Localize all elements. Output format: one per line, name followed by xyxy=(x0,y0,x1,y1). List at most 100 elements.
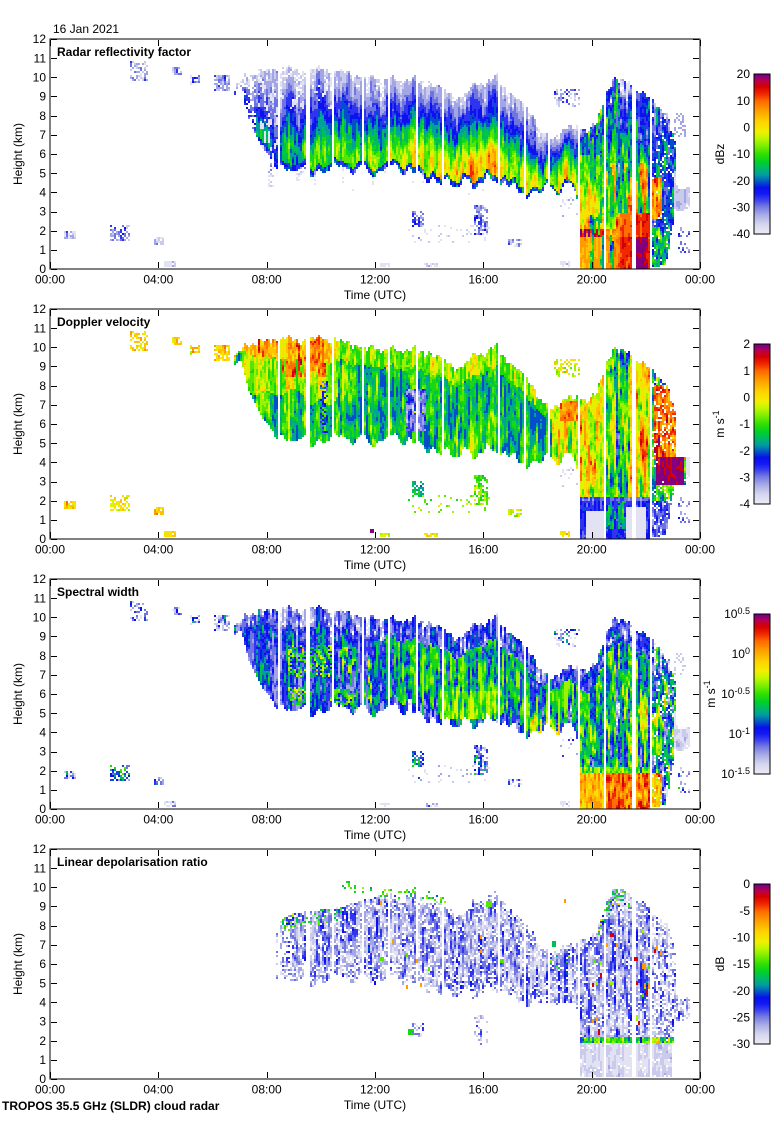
svg-text:4: 4 xyxy=(39,456,46,470)
svg-text:10: 10 xyxy=(33,71,47,85)
svg-text:Height (km): Height (km) xyxy=(11,393,25,455)
svg-text:7: 7 xyxy=(39,938,46,952)
svg-text:9: 9 xyxy=(39,900,46,914)
svg-text:9: 9 xyxy=(39,360,46,374)
svg-text:00:00: 00:00 xyxy=(35,813,65,827)
svg-text:9: 9 xyxy=(39,630,46,644)
svg-text:04:00: 04:00 xyxy=(143,543,173,557)
svg-text:-4: -4 xyxy=(739,497,750,511)
svg-text:3: 3 xyxy=(39,745,46,759)
svg-text:7: 7 xyxy=(39,128,46,142)
svg-text:08:00: 08:00 xyxy=(252,813,282,827)
svg-text:2: 2 xyxy=(39,1034,46,1048)
svg-text:20:00: 20:00 xyxy=(577,273,607,287)
svg-text:00:00: 00:00 xyxy=(35,1083,65,1097)
svg-text:1: 1 xyxy=(39,783,46,797)
svg-text:04:00: 04:00 xyxy=(143,813,173,827)
svg-text:6: 6 xyxy=(39,417,46,431)
svg-text:10: 10 xyxy=(33,611,47,625)
svg-text:10: 10 xyxy=(33,881,47,895)
svg-text:Time (UTC): Time (UTC) xyxy=(344,288,406,302)
svg-text:-10: -10 xyxy=(733,931,751,945)
svg-text:10: 10 xyxy=(33,341,47,355)
svg-text:16:00: 16:00 xyxy=(468,813,498,827)
svg-text:12: 12 xyxy=(33,302,47,316)
svg-text:Radar reflectivity factor: Radar reflectivity factor xyxy=(57,45,191,59)
svg-text:Doppler velocity: Doppler velocity xyxy=(57,315,151,329)
svg-text:8: 8 xyxy=(39,919,46,933)
svg-text:2: 2 xyxy=(743,337,750,351)
svg-text:20:00: 20:00 xyxy=(577,1083,607,1097)
svg-text:2: 2 xyxy=(39,494,46,508)
svg-text:Time (UTC): Time (UTC) xyxy=(344,558,406,572)
svg-text:04:00: 04:00 xyxy=(143,273,173,287)
svg-text:00:00: 00:00 xyxy=(685,813,715,827)
svg-text:-3: -3 xyxy=(739,471,750,485)
svg-text:-1: -1 xyxy=(739,417,750,431)
svg-text:12:00: 12:00 xyxy=(360,273,390,287)
svg-text:Height (km): Height (km) xyxy=(11,123,25,185)
svg-text:dB: dB xyxy=(713,957,727,972)
svg-text:0: 0 xyxy=(39,262,46,276)
svg-text:16:00: 16:00 xyxy=(468,1083,498,1097)
svg-text:-30: -30 xyxy=(733,1037,751,1051)
svg-text:4: 4 xyxy=(39,726,46,740)
svg-text:4: 4 xyxy=(39,996,46,1010)
svg-text:-40: -40 xyxy=(733,227,751,241)
svg-text:4: 4 xyxy=(39,186,46,200)
svg-text:7: 7 xyxy=(39,398,46,412)
svg-text:8: 8 xyxy=(39,649,46,663)
svg-text:1: 1 xyxy=(743,364,750,378)
svg-text:0: 0 xyxy=(743,391,750,405)
svg-text:-25: -25 xyxy=(733,1011,751,1025)
svg-text:04:00: 04:00 xyxy=(143,1083,173,1097)
svg-text:1: 1 xyxy=(39,243,46,257)
svg-text:Time (UTC): Time (UTC) xyxy=(344,1098,406,1112)
svg-text:Spectral width: Spectral width xyxy=(57,585,139,599)
svg-text:12: 12 xyxy=(33,32,47,46)
svg-text:20:00: 20:00 xyxy=(577,813,607,827)
svg-text:12:00: 12:00 xyxy=(360,1083,390,1097)
svg-text:3: 3 xyxy=(39,1015,46,1029)
svg-text:12:00: 12:00 xyxy=(360,813,390,827)
svg-text:3: 3 xyxy=(39,205,46,219)
svg-text:0: 0 xyxy=(743,121,750,135)
svg-text:Time (UTC): Time (UTC) xyxy=(344,828,406,842)
svg-text:9: 9 xyxy=(39,90,46,104)
svg-text:-5: -5 xyxy=(739,904,750,918)
svg-text:12: 12 xyxy=(33,572,47,586)
svg-text:12:00: 12:00 xyxy=(360,543,390,557)
svg-text:16:00: 16:00 xyxy=(468,273,498,287)
svg-text:08:00: 08:00 xyxy=(252,543,282,557)
svg-text:-10: -10 xyxy=(733,147,751,161)
svg-text:-20: -20 xyxy=(733,174,751,188)
svg-text:Height (km): Height (km) xyxy=(11,663,25,725)
svg-text:2: 2 xyxy=(39,224,46,238)
svg-text:16:00: 16:00 xyxy=(468,543,498,557)
svg-text:5: 5 xyxy=(39,436,46,450)
svg-text:-2: -2 xyxy=(739,444,750,458)
svg-text:1: 1 xyxy=(39,1053,46,1067)
svg-text:0: 0 xyxy=(743,877,750,891)
svg-text:10: 10 xyxy=(737,94,751,108)
svg-text:08:00: 08:00 xyxy=(252,1083,282,1097)
svg-text:16 Jan 2021: 16 Jan 2021 xyxy=(53,22,119,36)
svg-text:11: 11 xyxy=(34,861,47,875)
svg-text:Linear depolarisation ratio: Linear depolarisation ratio xyxy=(57,855,208,869)
svg-text:0: 0 xyxy=(39,532,46,546)
svg-text:11: 11 xyxy=(34,321,47,335)
svg-text:08:00: 08:00 xyxy=(252,273,282,287)
svg-text:11: 11 xyxy=(34,591,47,605)
svg-text:-15: -15 xyxy=(733,957,751,971)
svg-text:-20: -20 xyxy=(733,984,751,998)
svg-text:3: 3 xyxy=(39,475,46,489)
svg-text:00:00: 00:00 xyxy=(685,1083,715,1097)
svg-text:0: 0 xyxy=(39,1072,46,1086)
svg-text:12: 12 xyxy=(33,842,47,856)
svg-text:00:00: 00:00 xyxy=(35,273,65,287)
svg-text:5: 5 xyxy=(39,976,46,990)
svg-text:0: 0 xyxy=(39,802,46,816)
svg-text:00:00: 00:00 xyxy=(35,543,65,557)
svg-text:20: 20 xyxy=(737,67,751,81)
svg-text:Height (km): Height (km) xyxy=(11,933,25,995)
